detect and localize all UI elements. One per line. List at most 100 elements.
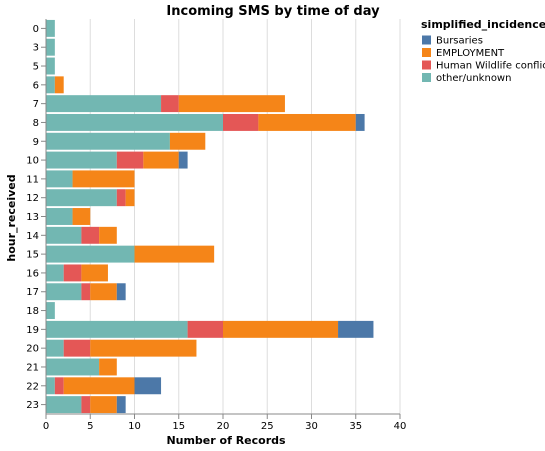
y-tick-label: 21 — [26, 362, 39, 373]
y-tick-label: 15 — [26, 250, 39, 261]
legend-label: other/unknown — [436, 73, 511, 84]
bar-16-other-unknown — [46, 264, 64, 282]
legend-swatch — [422, 60, 431, 70]
bar-17-bursaries — [116, 283, 126, 301]
bar-10-bursaries — [178, 151, 188, 169]
legend-swatch — [422, 35, 431, 45]
x-axis-title: Number of Records — [166, 434, 286, 447]
bar-7-other-unknown — [46, 95, 162, 113]
bar-13-employment — [72, 208, 91, 225]
y-tick-label: 7 — [33, 99, 39, 110]
x-tick-label: 15 — [172, 421, 185, 432]
bar-14-human-wildlife-conflict — [81, 226, 100, 244]
bar-8-other-unknown — [46, 113, 223, 131]
bar-12-other-unknown — [46, 189, 117, 207]
bar-22-human-wildlife-conflict — [54, 377, 64, 395]
x-tick-label: 0 — [43, 421, 49, 432]
y-tick-label: 19 — [26, 325, 39, 336]
bar-17-employment — [90, 283, 117, 301]
bar-12-human-wildlife-conflict — [116, 189, 126, 207]
bar-19-other-unknown — [46, 320, 188, 338]
bar-0-other-unknown — [46, 19, 55, 37]
bar-21-other-unknown — [46, 358, 100, 376]
bar-12-employment — [125, 189, 135, 207]
bar-23-employment — [90, 396, 117, 414]
y-tick-label: 6 — [33, 80, 39, 91]
bar-11-other-unknown — [46, 170, 73, 188]
bar-23-bursaries — [116, 396, 126, 414]
bar-7-employment — [178, 95, 285, 113]
bar-23-human-wildlife-conflict — [81, 396, 91, 414]
bar-8-bursaries — [355, 113, 365, 131]
bar-10-human-wildlife-conflict — [116, 151, 144, 169]
y-tick-label: 13 — [26, 212, 39, 223]
bar-5-other-unknown — [46, 57, 55, 75]
x-tick-label: 35 — [349, 421, 362, 432]
bar-7-human-wildlife-conflict — [161, 95, 179, 113]
bar-17-other-unknown — [46, 283, 82, 301]
bar-15-employment — [134, 245, 215, 263]
x-tick-label: 5 — [87, 421, 93, 432]
bar-14-other-unknown — [46, 226, 82, 244]
bar-16-employment — [81, 264, 108, 282]
y-tick-label: 3 — [33, 43, 39, 54]
bar-10-other-unknown — [46, 151, 117, 169]
legend-label: EMPLOYMENT — [436, 48, 505, 59]
y-tick-label: 5 — [33, 62, 39, 73]
gridlines — [45, 19, 401, 414]
x-tick-label: 30 — [305, 421, 318, 432]
y-tick-label: 10 — [26, 156, 39, 167]
y-tick-label: 17 — [26, 287, 39, 298]
bar-20-employment — [90, 339, 197, 357]
y-tick-label: 8 — [33, 118, 39, 129]
y-tick-label: 23 — [26, 400, 39, 411]
legend-label: Human Wildlife conflict — [436, 61, 545, 72]
axes: 0 5 10 15 20 25 30 35 40035678910111213141516171… — [26, 19, 406, 432]
bar-16-human-wildlife-conflict — [63, 264, 82, 282]
y-tick-label: 20 — [26, 344, 39, 355]
bar-13-other-unknown — [46, 208, 73, 225]
y-tick-label: 16 — [26, 268, 39, 279]
bar-9-employment — [169, 132, 206, 150]
legend-title: simplified_incidence — [421, 18, 545, 31]
bar-19-bursaries — [338, 320, 374, 338]
bar-19-human-wildlife-conflict — [187, 320, 223, 338]
bar-15-other-unknown — [46, 245, 135, 263]
x-tick-label: 20 — [217, 421, 230, 432]
bar-20-human-wildlife-conflict — [63, 339, 91, 357]
bar-17-human-wildlife-conflict — [81, 283, 91, 301]
x-tick-label: 40 — [394, 421, 407, 432]
bar-23-other-unknown — [46, 396, 82, 414]
bar-8-human-wildlife-conflict — [223, 113, 259, 131]
chart-title: Incoming SMS by time of day — [166, 4, 380, 19]
bar-3-other-unknown — [46, 38, 55, 56]
y-tick-label: 22 — [26, 381, 39, 392]
legend-swatch — [422, 48, 431, 57]
bars — [46, 19, 374, 414]
legend: simplified_incidence BursariesEMPLOYMENT… — [421, 18, 545, 84]
bar-22-bursaries — [134, 377, 162, 395]
bar-18-other-unknown — [46, 302, 55, 320]
y-tick-label: 14 — [26, 231, 39, 242]
bar-6-employment — [54, 76, 64, 94]
bar-20-other-unknown — [46, 339, 64, 357]
bar-11-employment — [72, 170, 135, 188]
x-tick-label: 25 — [261, 421, 274, 432]
y-tick-label: 0 — [33, 24, 39, 35]
bar-10-employment — [143, 151, 179, 169]
legend-label: Bursaries — [436, 36, 483, 47]
bar-19-employment — [223, 320, 339, 338]
bar-21-employment — [99, 358, 117, 376]
bar-22-other-unknown — [46, 377, 55, 395]
y-tick-label: 9 — [33, 137, 39, 148]
legend-swatch — [422, 73, 431, 82]
bar-14-employment — [99, 226, 117, 244]
y-axis-title: hour_received — [5, 174, 18, 261]
bar-6-other-unknown — [46, 76, 55, 94]
y-tick-label: 18 — [26, 306, 39, 317]
x-tick-label: 10 — [128, 421, 141, 432]
bar-9-other-unknown — [46, 132, 170, 150]
y-tick-label: 11 — [26, 174, 39, 185]
y-tick-label: 12 — [26, 193, 39, 204]
